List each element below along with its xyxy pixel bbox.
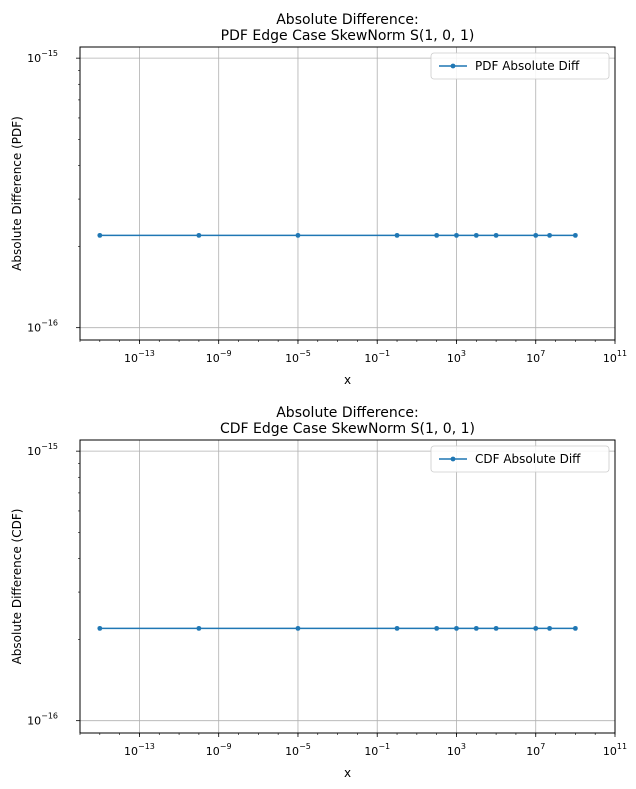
x-tick-label: 10−1: [364, 349, 390, 365]
data-point: [394, 625, 400, 631]
axes-frame: [79, 46, 616, 341]
data-point: [434, 232, 440, 238]
chart-panel-2: Absolute Difference:CDF Edge Case SkewNo…: [10, 405, 627, 780]
data-point: [295, 232, 301, 238]
legend-label: PDF Absolute Diff: [475, 59, 580, 73]
data-point: [473, 625, 479, 631]
x-tick-label: 10−5: [285, 349, 311, 365]
chart-subtitle: CDF Edge Case SkewNorm S(1, 0, 1): [220, 421, 475, 437]
data-point: [533, 625, 539, 631]
legend-box: [430, 52, 610, 80]
data-point: [572, 232, 578, 238]
data-point: [493, 625, 499, 631]
x-tick-label: 10−9: [206, 742, 232, 758]
data-point: [493, 232, 499, 238]
chart-title: Absolute Difference:: [276, 12, 419, 28]
chart-subtitle: PDF Edge Case SkewNorm S(1, 0, 1): [221, 28, 475, 44]
x-tick-label: 1011: [603, 349, 627, 365]
x-axis-label: x: [344, 373, 351, 387]
x-tick-label: 10−5: [285, 742, 311, 758]
data-point: [97, 625, 103, 631]
data-point: [196, 625, 202, 631]
x-tick-label: 103: [447, 742, 466, 758]
data-point: [533, 232, 539, 238]
legend-marker: [450, 456, 456, 462]
legend: PDF Absolute Diff: [430, 52, 610, 80]
data-point: [572, 625, 578, 631]
axes-frame: [79, 439, 616, 734]
data-point: [454, 232, 459, 238]
y-axis-label: Absolute Difference (CDF): [10, 509, 24, 665]
y-tick-label: 10−16: [27, 712, 58, 728]
data-point: [473, 232, 479, 238]
legend-marker: [450, 63, 456, 69]
x-tick-label: 10−9: [206, 349, 232, 365]
data-point: [434, 625, 440, 631]
data-point: [394, 232, 400, 238]
x-tick-label: 107: [526, 349, 545, 365]
data-point: [547, 625, 552, 631]
legend: CDF Absolute Diff: [430, 445, 610, 473]
x-tick-label: 10−1: [364, 742, 390, 758]
x-tick-label: 103: [447, 349, 466, 365]
legend-label: CDF Absolute Diff: [475, 452, 581, 466]
chart-panel-1: Absolute Difference:PDF Edge Case SkewNo…: [10, 12, 627, 387]
data-point: [196, 232, 202, 238]
legend-box: [430, 445, 610, 473]
data-point: [97, 232, 103, 238]
data-point: [547, 232, 552, 238]
y-tick-label: 10−15: [27, 49, 58, 65]
x-axis-label: x: [344, 766, 351, 780]
y-axis-label: Absolute Difference (PDF): [10, 116, 24, 271]
x-tick-label: 1011: [603, 742, 627, 758]
chart-title: Absolute Difference:: [276, 405, 419, 421]
data-point: [295, 625, 301, 631]
x-tick-label: 10−13: [124, 349, 155, 365]
data-point: [454, 625, 459, 631]
x-tick-label: 10−13: [124, 742, 155, 758]
y-tick-label: 10−16: [27, 319, 58, 335]
x-tick-label: 107: [526, 742, 545, 758]
y-tick-label: 10−15: [27, 442, 58, 458]
